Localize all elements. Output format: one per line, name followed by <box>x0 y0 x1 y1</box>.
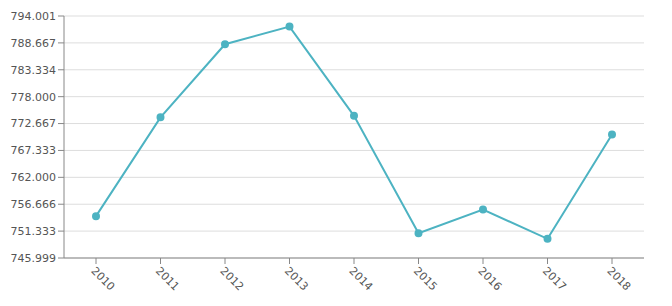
svg-text:2012: 2012 <box>217 264 246 293</box>
svg-text:756.666: 756.666 <box>11 198 57 211</box>
svg-text:783.334: 783.334 <box>11 64 57 77</box>
svg-text:794.001: 794.001 <box>11 10 57 23</box>
svg-text:2013: 2013 <box>282 264 311 293</box>
svg-text:2015: 2015 <box>411 264 440 293</box>
svg-text:751.333: 751.333 <box>11 225 57 238</box>
svg-text:772.667: 772.667 <box>11 117 57 130</box>
svg-text:745.999: 745.999 <box>11 252 57 265</box>
svg-text:2010: 2010 <box>88 264 117 293</box>
svg-text:2016: 2016 <box>475 264 504 293</box>
svg-text:778.000: 778.000 <box>11 91 57 104</box>
svg-text:2011: 2011 <box>153 264 182 293</box>
svg-text:2014: 2014 <box>346 264 375 293</box>
svg-text:767.333: 767.333 <box>11 144 57 157</box>
svg-text:2018: 2018 <box>604 264 633 293</box>
svg-text:2017: 2017 <box>540 264 569 293</box>
svg-text:762.000: 762.000 <box>11 171 57 184</box>
svg-text:788.667: 788.667 <box>11 37 57 50</box>
